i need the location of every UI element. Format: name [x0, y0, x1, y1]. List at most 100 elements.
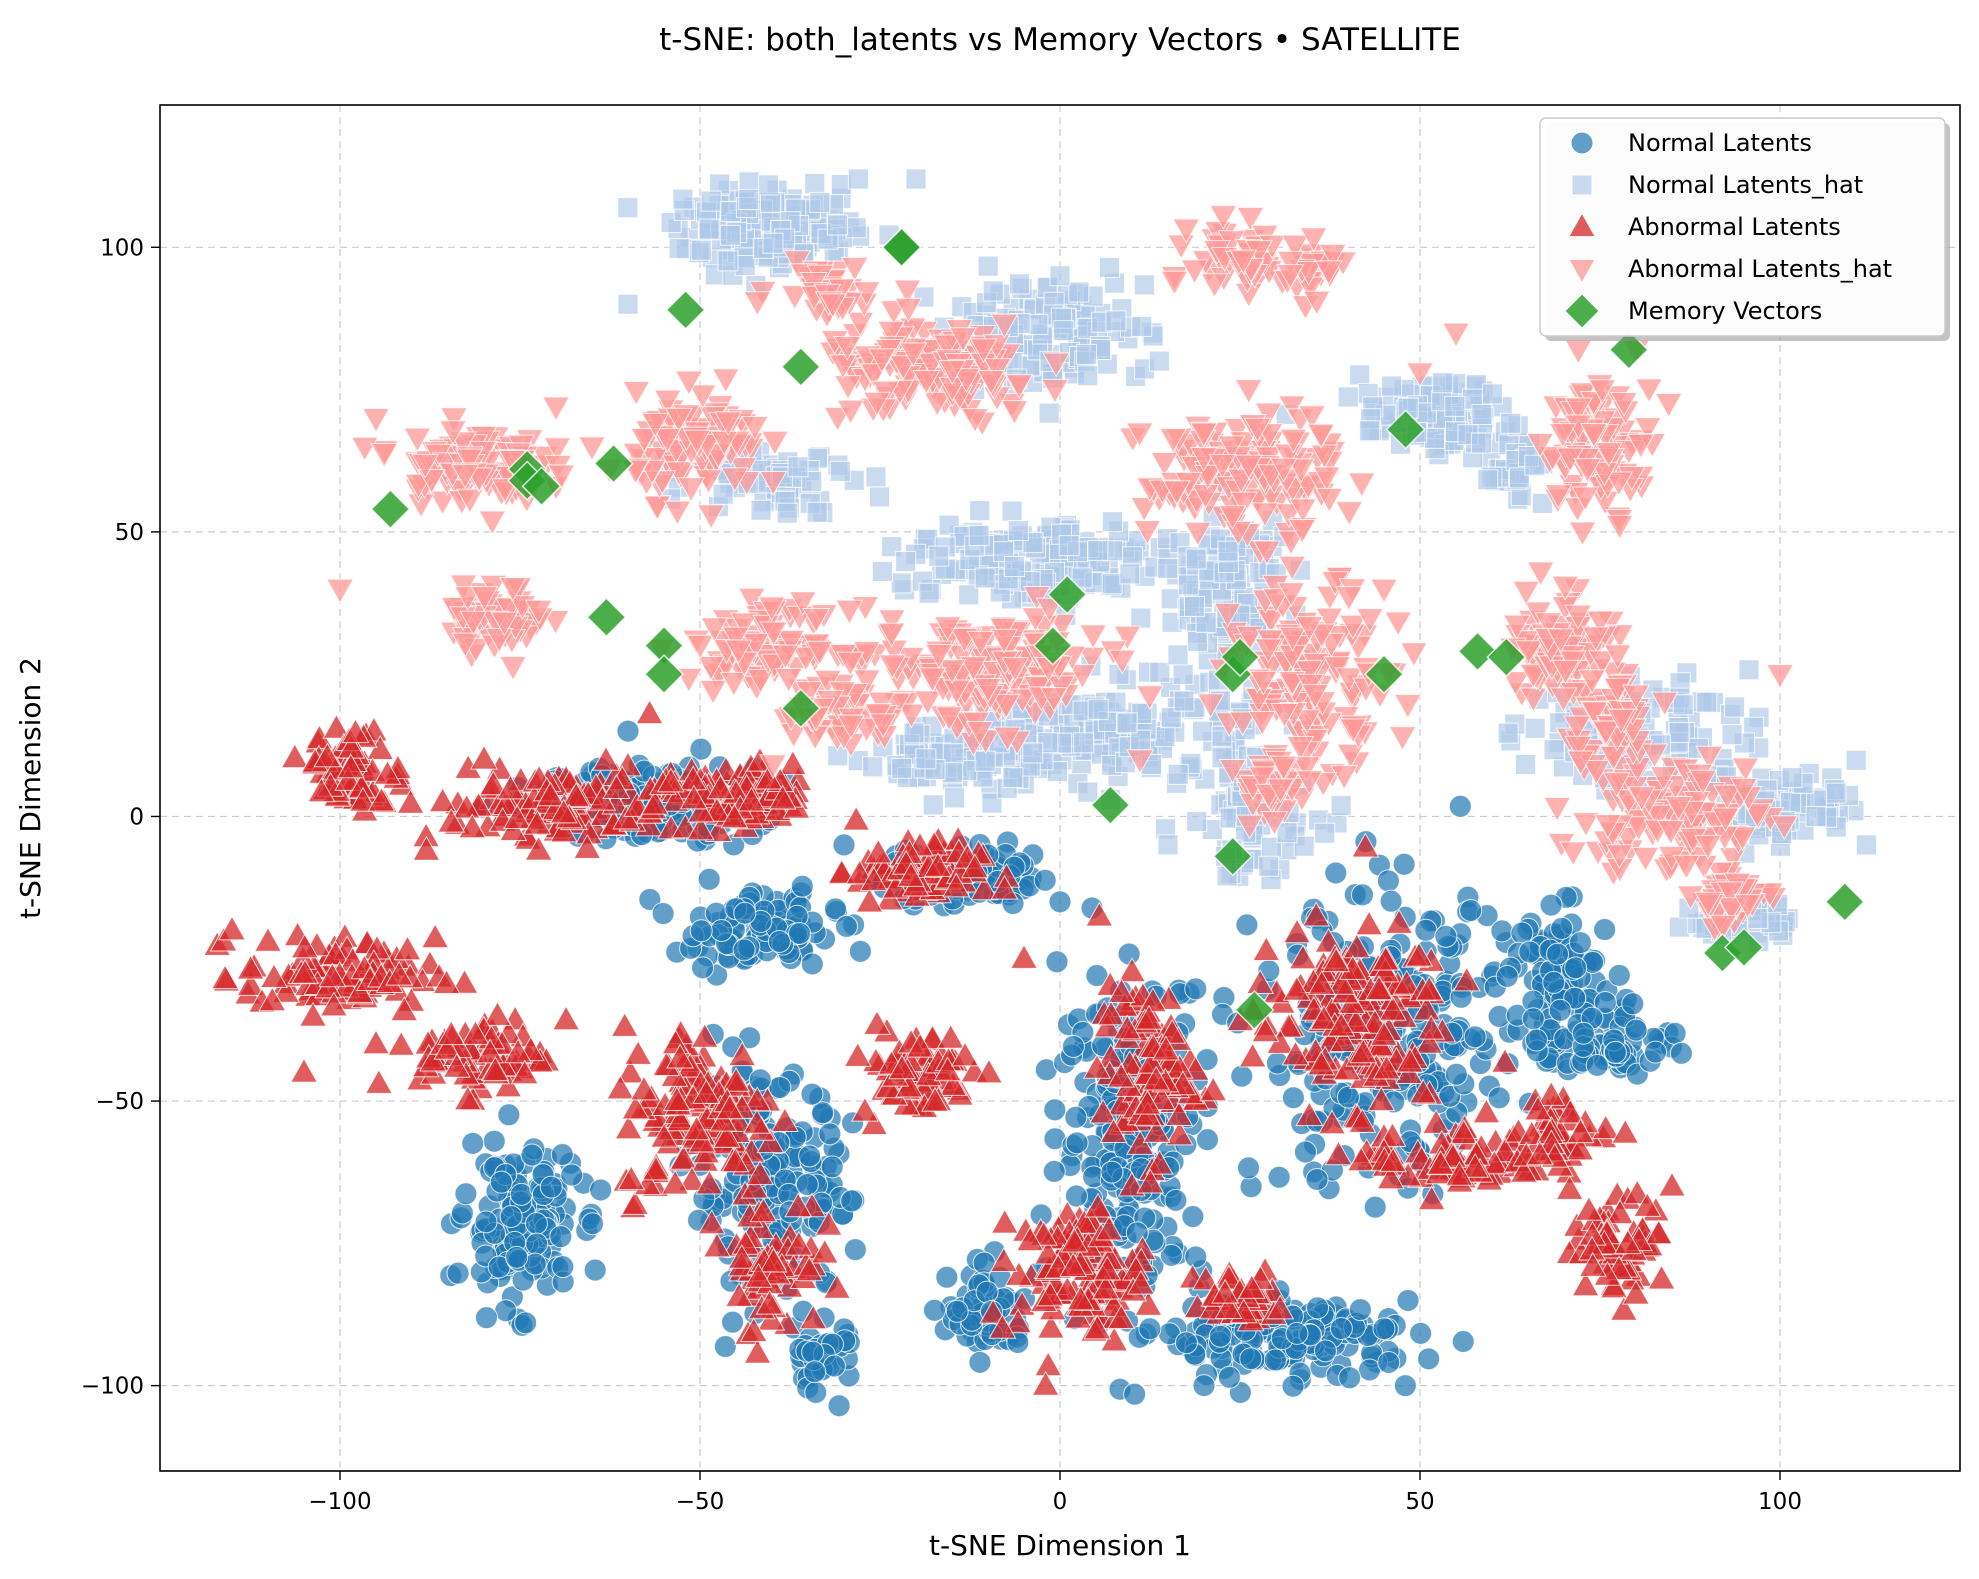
data-point — [1133, 274, 1155, 296]
data-point — [895, 551, 917, 573]
data-point — [1644, 1040, 1668, 1064]
data-point — [1668, 916, 1690, 938]
data-point — [738, 171, 760, 193]
data-point — [891, 757, 913, 779]
data-point — [1477, 469, 1499, 491]
data-point — [1359, 420, 1381, 442]
data-point — [450, 1201, 474, 1225]
data-point — [1805, 805, 1827, 827]
data-point — [668, 237, 690, 259]
data-point — [1490, 919, 1514, 943]
data-point — [1338, 1366, 1362, 1390]
data-point — [520, 1143, 544, 1167]
data-point — [1157, 557, 1179, 579]
data-point — [795, 1173, 819, 1197]
data-point — [1061, 1034, 1085, 1058]
data-point — [1672, 694, 1694, 716]
data-point — [1237, 1156, 1261, 1180]
data-point — [651, 902, 675, 926]
data-point — [834, 914, 858, 938]
data-point — [829, 460, 851, 482]
data-point — [757, 174, 779, 196]
data-point — [1624, 1018, 1648, 1042]
data-point — [583, 1258, 607, 1282]
data-point — [1105, 310, 1127, 332]
data-point — [1564, 956, 1588, 980]
data-point — [732, 938, 756, 962]
data-point — [1048, 890, 1072, 914]
data-point — [454, 1182, 478, 1206]
data-point — [1721, 724, 1743, 746]
data-point — [494, 1299, 518, 1323]
data-point — [1550, 916, 1574, 940]
data-point — [968, 524, 990, 546]
data-point — [1098, 256, 1120, 278]
data-point — [982, 280, 1004, 302]
data-point — [1539, 893, 1563, 917]
data-point — [1350, 883, 1374, 907]
data-point — [1470, 432, 1492, 454]
data-point — [1101, 573, 1123, 595]
data-point — [1724, 696, 1746, 718]
data-point — [1001, 500, 1023, 522]
data-point — [977, 255, 999, 277]
data-point — [733, 901, 757, 925]
data-point — [1781, 767, 1803, 789]
data-point — [865, 466, 887, 488]
data-point — [1358, 1358, 1382, 1382]
data-point — [1417, 1347, 1441, 1371]
data-point — [760, 192, 782, 214]
data-point — [1432, 372, 1454, 394]
data-point — [1157, 834, 1179, 856]
data-point — [1192, 720, 1214, 742]
data-point — [1305, 1167, 1329, 1191]
data-point — [1138, 1317, 1162, 1341]
data-point — [1100, 1160, 1124, 1184]
data-point — [1521, 1007, 1545, 1031]
data-point — [1329, 1317, 1353, 1341]
data-point — [762, 232, 784, 254]
data-point — [1117, 942, 1141, 966]
data-point — [1593, 918, 1617, 942]
data-point — [689, 919, 713, 943]
data-point — [1669, 1041, 1693, 1065]
data-point — [922, 794, 944, 816]
data-point — [928, 545, 950, 567]
data-point — [822, 1354, 846, 1378]
data-point — [1172, 663, 1194, 685]
data-point — [1164, 1188, 1188, 1212]
data-point — [1434, 924, 1458, 948]
data-point — [801, 1340, 825, 1364]
data-point — [1217, 540, 1239, 562]
data-point — [1471, 404, 1493, 426]
data-point — [1027, 314, 1049, 336]
data-point — [1497, 722, 1519, 744]
data-point — [1337, 386, 1359, 408]
data-point — [1621, 992, 1645, 1016]
data-point — [1379, 889, 1403, 913]
data-point — [1376, 869, 1400, 893]
data-point — [968, 1350, 992, 1374]
data-point — [1230, 1064, 1254, 1088]
data-point — [1393, 1374, 1417, 1398]
data-point — [1392, 852, 1416, 876]
data-point — [1524, 1028, 1548, 1052]
data-point — [915, 748, 937, 770]
data-point — [1363, 1195, 1387, 1219]
data-point — [482, 1129, 506, 1153]
data-point — [818, 1122, 842, 1146]
data-point — [942, 743, 964, 765]
data-point — [1177, 574, 1199, 596]
data-point — [823, 897, 847, 921]
data-point — [804, 1380, 828, 1404]
data-point — [1542, 970, 1566, 994]
data-point — [1481, 383, 1503, 405]
data-point — [1131, 315, 1153, 337]
data-point — [827, 1394, 851, 1418]
data-point — [1330, 795, 1352, 817]
data-point — [903, 722, 925, 744]
data-point — [589, 1178, 613, 1202]
data-point — [811, 1101, 835, 1125]
data-point — [1064, 1184, 1088, 1208]
data-point — [1487, 1086, 1511, 1110]
